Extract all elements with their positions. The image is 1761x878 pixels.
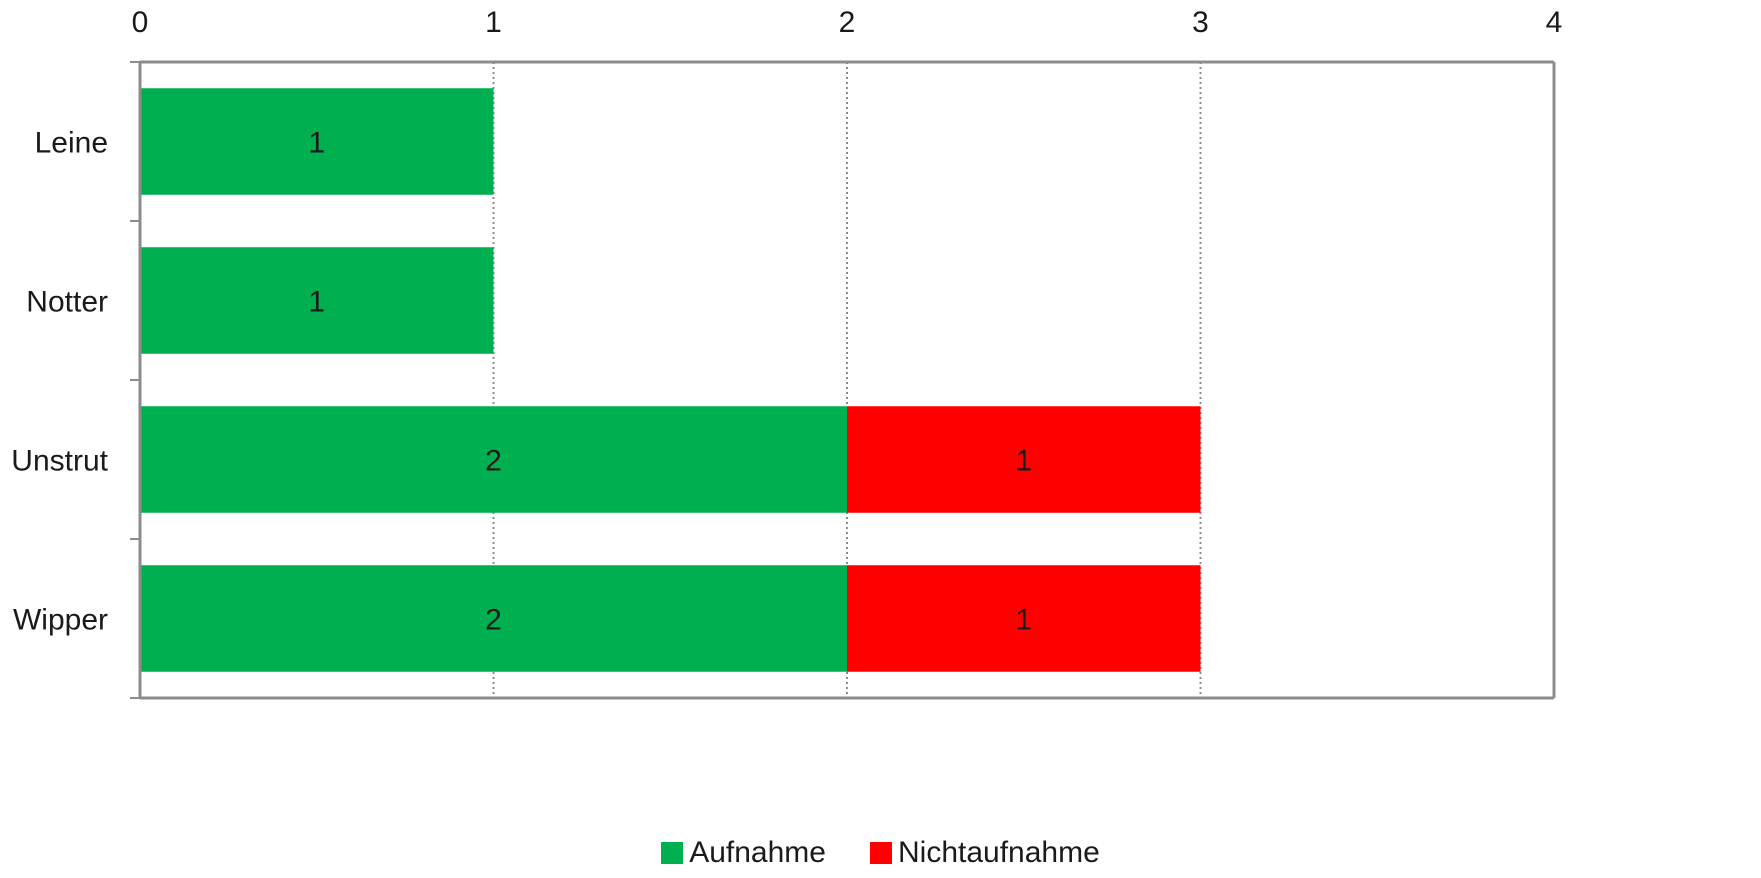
x-tick-label-0: 0 xyxy=(132,6,149,39)
bars xyxy=(140,88,1201,672)
data-label-notter-aufnahme: 1 xyxy=(308,286,325,319)
bar-unstrut-nichtaufnahme xyxy=(847,406,1201,513)
category-label-notter: Notter xyxy=(26,286,108,319)
bar-wipper-aufnahme xyxy=(140,565,847,672)
legend-swatch-nichtaufnahme xyxy=(869,842,892,864)
category-label-unstrut: Unstrut xyxy=(11,445,108,478)
data-label-wipper-nichtaufnahme: 1 xyxy=(1015,604,1032,637)
data-label-unstrut-aufnahme: 2 xyxy=(485,445,502,478)
category-label-leine: Leine xyxy=(35,127,108,160)
bar-leine-aufnahme xyxy=(140,88,494,195)
data-label-leine-aufnahme: 1 xyxy=(308,127,325,160)
bar-wipper-nichtaufnahme xyxy=(847,565,1201,672)
legend-label-aufnahme: Aufnahme xyxy=(689,836,826,869)
category-label-wipper: Wipper xyxy=(13,604,108,637)
legend-item-nichtaufnahme: Nichtaufnahme xyxy=(869,836,1100,869)
axes xyxy=(130,60,1556,700)
legend-label-nichtaufnahme: Nichtaufnahme xyxy=(897,836,1100,869)
legend-swatch-aufnahme xyxy=(661,842,684,864)
bar-notter-aufnahme xyxy=(140,247,494,354)
legend-item-aufnahme: Aufnahme xyxy=(661,838,826,868)
bar-unstrut-aufnahme xyxy=(140,406,847,513)
legend: Aufnahme Nichtaufnahme xyxy=(0,838,1761,868)
data-label-unstrut-nichtaufnahme: 1 xyxy=(1015,445,1032,478)
x-tick-label-2: 2 xyxy=(839,6,856,39)
x-tick-label-1: 1 xyxy=(485,6,502,39)
data-label-wipper-aufnahme: 2 xyxy=(485,604,502,637)
x-tick-label-3: 3 xyxy=(1192,6,1209,39)
labels: 1 1 2 1 2 1 0 1 2 3 4 Leine Notter Unstrut Wipper xyxy=(11,6,1562,637)
x-tick-label-4: 4 xyxy=(1546,6,1563,39)
